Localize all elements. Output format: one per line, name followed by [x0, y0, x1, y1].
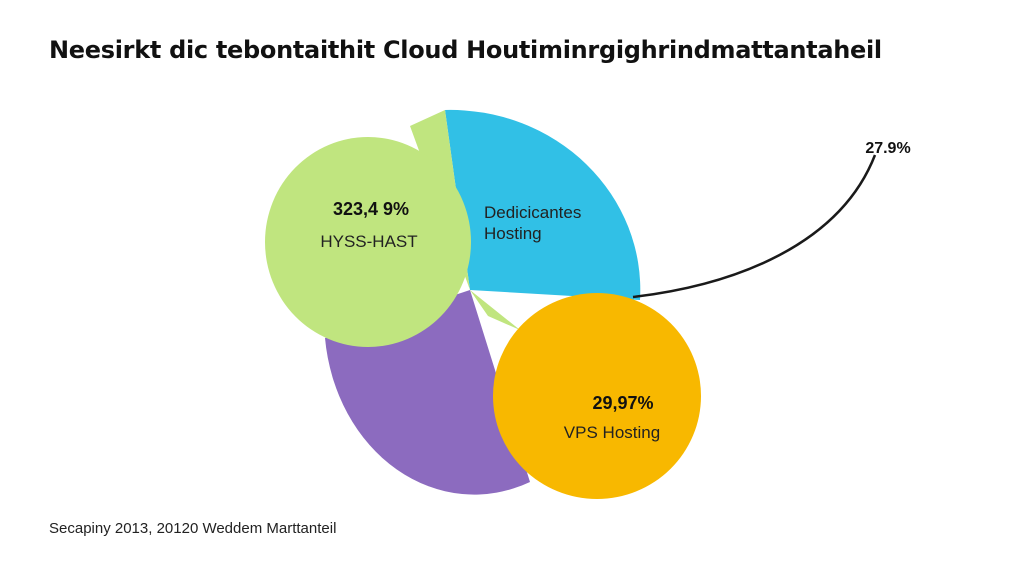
slice-hyss-hast: [265, 137, 471, 347]
dedicated-hosting-line-1: Dedicicantes: [484, 203, 581, 222]
chart-title: Neesirkt dic tebontaithit Cloud Houtimin…: [49, 36, 882, 64]
hyss-hast-value-label: 323,4 9%: [333, 199, 409, 219]
dedicated-hosting-line-2: Hosting: [484, 224, 542, 243]
slice-dedicated-hosting: [445, 109, 641, 300]
callout-line: [632, 154, 877, 299]
vps-hosting-value-label: 29,97%: [592, 393, 653, 413]
callout-label: 27.9%: [865, 140, 910, 157]
hyss-hast-name-label: HYSS-HAST: [320, 232, 417, 251]
chart-source: Secapiny 2013, 20120 Weddem Marttanteil: [49, 520, 337, 537]
vps-hosting-name-label: VPS Hosting: [564, 423, 660, 442]
slice-vps-hosting: [493, 293, 701, 499]
dedicated-hosting-name-label: Dedicicantes Hosting: [484, 203, 586, 243]
